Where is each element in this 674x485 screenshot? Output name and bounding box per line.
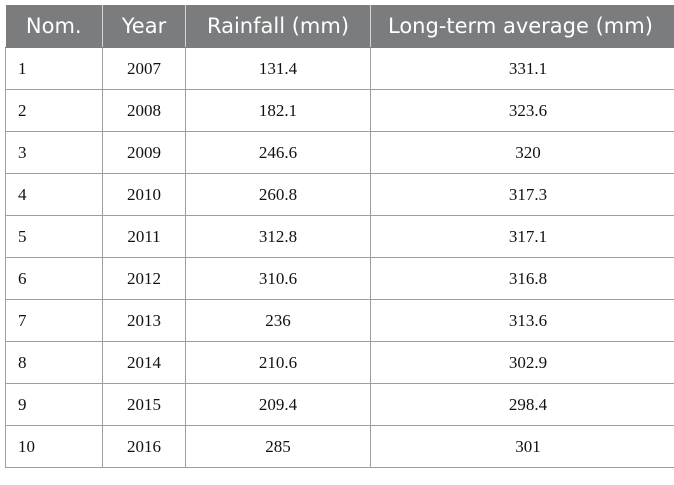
cell-long-term-average: 331.1 <box>370 47 674 90</box>
column-header-long-term-average: Long-term average (mm) <box>370 5 674 48</box>
table-row: 10 2016 285 301 <box>5 425 674 468</box>
table-body: 1 2007 131.4 331.1 2 2008 182.1 323.6 3 … <box>5 47 674 468</box>
cell-year: 2012 <box>102 257 186 300</box>
table-header: Nom. Year Rainfall (mm) Long-term averag… <box>5 5 674 48</box>
cell-nom: 6 <box>5 257 103 300</box>
cell-rainfall: 210.6 <box>185 341 371 384</box>
cell-year: 2013 <box>102 299 186 342</box>
cell-year: 2009 <box>102 131 186 174</box>
cell-year: 2007 <box>102 47 186 90</box>
cell-long-term-average: 302.9 <box>370 341 674 384</box>
cell-nom: 1 <box>5 47 103 90</box>
table-row: 5 2011 312.8 317.1 <box>5 215 674 258</box>
cell-long-term-average: 317.1 <box>370 215 674 258</box>
cell-rainfall: 312.8 <box>185 215 371 258</box>
cell-long-term-average: 313.6 <box>370 299 674 342</box>
rainfall-table: Nom. Year Rainfall (mm) Long-term averag… <box>5 5 674 468</box>
cell-year: 2015 <box>102 383 186 426</box>
table-row: 4 2010 260.8 317.3 <box>5 173 674 216</box>
table-row: 3 2009 246.6 320 <box>5 131 674 174</box>
cell-long-term-average: 301 <box>370 425 674 468</box>
cell-long-term-average: 317.3 <box>370 173 674 216</box>
cell-rainfall: 310.6 <box>185 257 371 300</box>
cell-year: 2014 <box>102 341 186 384</box>
cell-nom: 7 <box>5 299 103 342</box>
column-header-rainfall: Rainfall (mm) <box>185 5 371 48</box>
cell-rainfall: 246.6 <box>185 131 371 174</box>
cell-rainfall: 182.1 <box>185 89 371 132</box>
cell-long-term-average: 320 <box>370 131 674 174</box>
cell-long-term-average: 323.6 <box>370 89 674 132</box>
cell-rainfall: 260.8 <box>185 173 371 216</box>
cell-rainfall: 209.4 <box>185 383 371 426</box>
cell-rainfall: 236 <box>185 299 371 342</box>
cell-long-term-average: 316.8 <box>370 257 674 300</box>
cell-nom: 2 <box>5 89 103 132</box>
table-row: 1 2007 131.4 331.1 <box>5 47 674 90</box>
table-row: 2 2008 182.1 323.6 <box>5 89 674 132</box>
cell-year: 2010 <box>102 173 186 216</box>
header-row: Nom. Year Rainfall (mm) Long-term averag… <box>5 5 674 48</box>
cell-nom: 10 <box>5 425 103 468</box>
column-header-year: Year <box>102 5 186 48</box>
table-row: 9 2015 209.4 298.4 <box>5 383 674 426</box>
cell-year: 2008 <box>102 89 186 132</box>
cell-rainfall: 131.4 <box>185 47 371 90</box>
cell-nom: 9 <box>5 383 103 426</box>
cell-long-term-average: 298.4 <box>370 383 674 426</box>
table-row: 6 2012 310.6 316.8 <box>5 257 674 300</box>
table-row: 8 2014 210.6 302.9 <box>5 341 674 384</box>
table-row: 7 2013 236 313.6 <box>5 299 674 342</box>
cell-nom: 8 <box>5 341 103 384</box>
rainfall-table-container: Nom. Year Rainfall (mm) Long-term averag… <box>5 5 674 468</box>
cell-year: 2016 <box>102 425 186 468</box>
column-header-nom: Nom. <box>5 5 103 48</box>
cell-nom: 5 <box>5 215 103 258</box>
cell-nom: 3 <box>5 131 103 174</box>
cell-nom: 4 <box>5 173 103 216</box>
cell-year: 2011 <box>102 215 186 258</box>
cell-rainfall: 285 <box>185 425 371 468</box>
